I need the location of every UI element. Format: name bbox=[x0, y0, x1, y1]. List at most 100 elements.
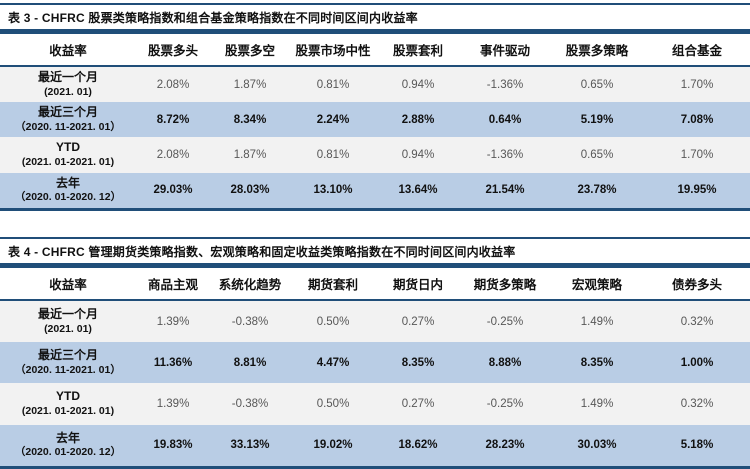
period-cell: 去年 （2020. 01-2020. 12） bbox=[0, 173, 136, 210]
table-row: YTD (2021. 01-2021. 01) 2.08% 1.87% 0.81… bbox=[0, 137, 750, 173]
value-cell: 13.64% bbox=[398, 184, 438, 197]
value-cell: 19.83% bbox=[153, 439, 193, 452]
period-name: 最近三个月 bbox=[37, 105, 98, 120]
value-cell: 1.87% bbox=[233, 78, 267, 91]
futures-macro-bond-returns-table: 收益率 商品主观 系统化趋势 期货套利 期货日内 期货多策略 宏观策略 债券多头… bbox=[0, 267, 750, 469]
value-cell: 23.78% bbox=[577, 184, 617, 197]
value-cell: 0.94% bbox=[401, 78, 435, 91]
period-name: 最近一个月 bbox=[37, 306, 98, 321]
period-range: （2020. 11-2021. 01） bbox=[15, 363, 121, 376]
value-cell: 0.64% bbox=[488, 113, 522, 126]
period-cell: 去年 （2020. 01-2020. 12） bbox=[0, 425, 136, 468]
value-cell: 1.39% bbox=[156, 315, 190, 328]
value-cell: -0.38% bbox=[231, 398, 269, 411]
value-cell: 2.08% bbox=[156, 78, 190, 91]
period-name: 去年 bbox=[55, 430, 80, 445]
period-cell: 最近三个月 （2020. 11-2021. 01） bbox=[0, 102, 136, 137]
value-cell: 33.13% bbox=[230, 439, 270, 452]
period-range: (2021. 01-2021. 01) bbox=[21, 156, 115, 169]
value-cell: -1.36% bbox=[486, 149, 524, 162]
title-separator-rule bbox=[0, 262, 750, 268]
value-cell: 0.32% bbox=[680, 315, 714, 328]
period-range: （2020. 11-2021. 01） bbox=[15, 120, 121, 133]
value-cell: 0.50% bbox=[316, 315, 350, 328]
column-header: 宏观策略 bbox=[550, 267, 644, 301]
period-cell: 最近一个月 (2021. 01) bbox=[0, 300, 136, 342]
value-cell: 29.03% bbox=[153, 184, 193, 197]
value-cell: 8.35% bbox=[580, 356, 614, 369]
value-cell: 8.88% bbox=[488, 356, 522, 369]
value-cell: 2.08% bbox=[156, 149, 190, 162]
value-cell: 0.81% bbox=[316, 149, 350, 162]
value-cell: 1.70% bbox=[680, 78, 714, 91]
column-header: 股票多策略 bbox=[550, 34, 644, 67]
column-header: 期货套利 bbox=[290, 267, 376, 301]
value-cell: 0.50% bbox=[316, 398, 350, 411]
value-cell: 2.88% bbox=[401, 113, 435, 126]
period-name: YTD bbox=[56, 389, 80, 404]
equity-strategy-returns-table: 收益率 股票多头 股票多空 股票市场中性 股票套利 事件驱动 股票多策略 组合基… bbox=[0, 34, 750, 211]
period-cell: 最近一个月 (2021. 01) bbox=[0, 66, 136, 102]
value-cell: 30.03% bbox=[577, 439, 617, 452]
title-separator-rule bbox=[0, 29, 750, 34]
value-cell: 11.36% bbox=[153, 356, 193, 369]
value-cell: 0.94% bbox=[401, 149, 435, 162]
column-header: 股票套利 bbox=[376, 34, 460, 67]
table-row: 最近一个月 (2021. 01) 1.39% -0.38% 0.50% 0.27… bbox=[0, 299, 750, 343]
value-cell: 1.49% bbox=[580, 315, 614, 328]
value-cell: 4.47% bbox=[316, 356, 350, 369]
value-cell: -1.36% bbox=[486, 78, 524, 91]
value-cell: 1.49% bbox=[580, 398, 614, 411]
period-name: 去年 bbox=[55, 175, 80, 190]
column-header: 股票多空 bbox=[210, 34, 290, 67]
value-cell: 18.62% bbox=[398, 439, 438, 452]
column-header: 股票市场中性 bbox=[290, 34, 376, 67]
value-cell: 19.02% bbox=[313, 439, 353, 452]
table-row: 最近三个月 （2020. 11-2021. 01） 11.36% 8.81% 4… bbox=[0, 342, 750, 384]
table-4-block: 表 4 - CHFRC 管理期货类策略指数、宏观策略和固定收益类策略指数在不同时… bbox=[0, 236, 750, 469]
column-header: 期货日内 bbox=[376, 267, 460, 301]
value-cell: 8.72% bbox=[156, 113, 190, 126]
table-4-title: 表 4 - CHFRC 管理期货类策略指数、宏观策略和固定收益类策略指数在不同时… bbox=[0, 236, 750, 263]
column-header: 事件驱动 bbox=[460, 34, 550, 67]
column-header: 系统化趋势 bbox=[210, 267, 290, 301]
value-cell: 19.95% bbox=[677, 184, 717, 197]
period-range: （2020. 01-2020. 12） bbox=[14, 191, 122, 204]
value-cell: 2.24% bbox=[316, 113, 350, 126]
column-header: 组合基金 bbox=[644, 34, 750, 67]
period-range: (2021. 01-2021. 01) bbox=[21, 405, 115, 417]
value-cell: 28.03% bbox=[230, 184, 270, 197]
header-row: 收益率 商品主观 系统化趋势 期货套利 期货日内 期货多策略 宏观策略 债券多头 bbox=[0, 267, 750, 301]
value-cell: 1.87% bbox=[233, 149, 267, 162]
table-row: 去年 （2020. 01-2020. 12） 29.03% 28.03% 13.… bbox=[0, 172, 750, 210]
period-name: 最近一个月 bbox=[37, 70, 98, 84]
value-cell: -0.25% bbox=[486, 315, 524, 328]
value-cell: 28.23% bbox=[485, 439, 525, 452]
value-cell: 0.81% bbox=[316, 78, 350, 91]
value-cell: 0.27% bbox=[401, 315, 435, 328]
value-cell: 1.39% bbox=[156, 398, 190, 411]
period-range: (2021. 01) bbox=[44, 85, 92, 98]
period-range: (2021. 01) bbox=[44, 322, 92, 335]
value-cell: 0.65% bbox=[580, 149, 614, 162]
period-range: （2020. 01-2020. 12） bbox=[14, 446, 122, 459]
table-3-block: 表 3 - CHFRC 股票类策略指数和组合基金策略指数在不同时间区间内收益率 … bbox=[0, 3, 750, 211]
value-cell: 0.32% bbox=[680, 398, 714, 411]
value-cell: 5.19% bbox=[580, 113, 614, 126]
value-cell: 21.54% bbox=[485, 184, 525, 197]
value-cell: 5.18% bbox=[680, 439, 714, 452]
value-cell: 8.81% bbox=[233, 356, 267, 369]
period-cell: YTD (2021. 01-2021. 01) bbox=[0, 383, 136, 424]
column-header: 收益率 bbox=[0, 267, 136, 301]
value-cell: 1.70% bbox=[680, 149, 714, 162]
column-header: 收益率 bbox=[0, 34, 136, 67]
column-header: 债券多头 bbox=[644, 267, 750, 301]
value-cell: -0.38% bbox=[231, 315, 269, 328]
period-name: 最近三个月 bbox=[37, 348, 98, 363]
table-row: 最近三个月 （2020. 11-2021. 01） 8.72% 8.34% 2.… bbox=[0, 102, 750, 138]
value-cell: 1.00% bbox=[680, 356, 714, 369]
value-cell: 7.08% bbox=[680, 113, 714, 126]
table-3-title: 表 3 - CHFRC 股票类策略指数和组合基金策略指数在不同时间区间内收益率 bbox=[0, 3, 750, 29]
value-cell: 0.65% bbox=[580, 78, 614, 91]
table-row: YTD (2021. 01-2021. 01) 1.39% -0.38% 0.5… bbox=[0, 383, 750, 425]
